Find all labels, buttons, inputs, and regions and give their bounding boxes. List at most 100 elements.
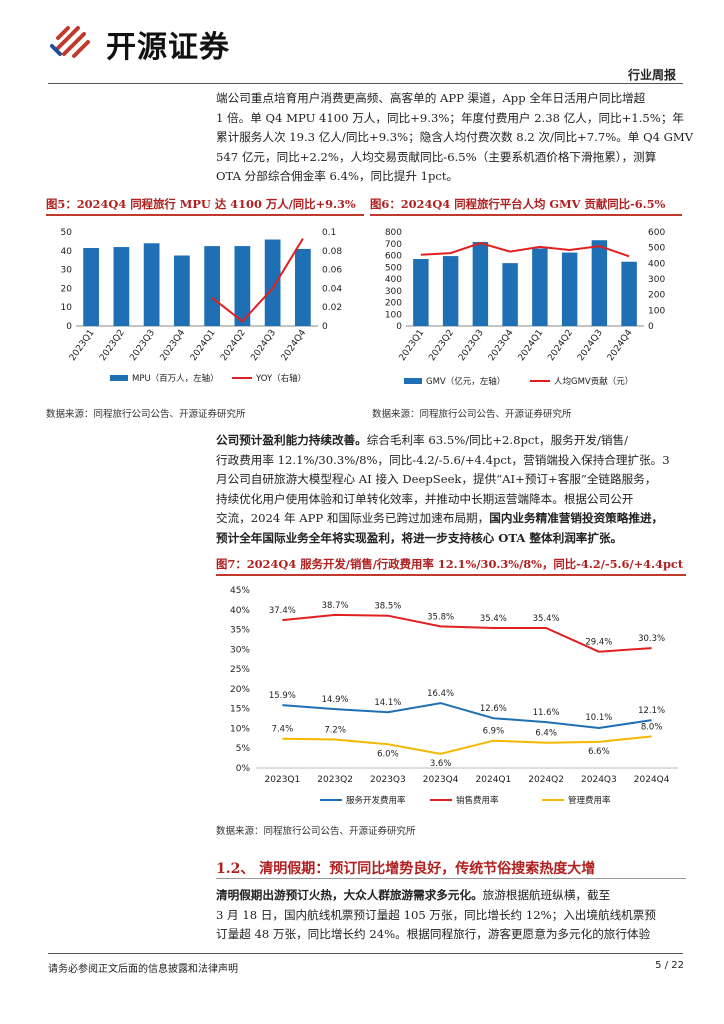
- text-line: OTA 分部综合佣金率 6.4%，同比提升 1pct。: [216, 169, 459, 184]
- legend-label: GMV（亿元，左轴）: [426, 376, 505, 387]
- header-divider: [48, 83, 683, 84]
- left-axis-tick-label: 200: [385, 299, 402, 309]
- fig5-source: 数据来源：同程旅行公司公告、开源证券研究所: [46, 409, 246, 420]
- text-line: 持续优化用户使用体验和订单转化效率，并推动中长期运营端降本。根据公司公开: [216, 491, 634, 506]
- text-run: 旅游根据航班纵横，截至: [482, 888, 611, 902]
- legend-label: MPU（百万人，左轴）: [132, 373, 219, 384]
- data-label: 8.0%: [641, 722, 663, 732]
- y-axis-tick-label: 10%: [230, 724, 250, 734]
- right-axis-tick-label: 400: [648, 259, 665, 269]
- data-label: 12.1%: [638, 706, 665, 716]
- bar-2023Q3: [472, 241, 489, 326]
- bar-2023Q1: [413, 259, 429, 326]
- y-axis-tick-label: 35%: [230, 626, 250, 636]
- data-label: 6.4%: [535, 729, 557, 739]
- x-axis-tick-label: 2023Q3: [370, 775, 406, 785]
- text-bold: 预计全年国际业务全年将实现盈利，将进一步支持核心 OTA 整体利润率扩张。: [216, 530, 623, 545]
- right-axis-tick-label: 0.06: [322, 266, 342, 276]
- data-label: 3.6%: [430, 759, 452, 769]
- series-line-人均GMV贡献（元）: [420, 241, 630, 258]
- text-line: 547 亿元，同比+2.2%，人均交易贡献同比-6.5%（主要系机酒价格下滑拖累…: [216, 149, 657, 164]
- text-line: 订量超 48 万张，同比增长约 24%。根据同程旅行，游客更愿意为多元化的旅行体…: [216, 927, 651, 942]
- series-line-服务开发费用率: [282, 702, 652, 730]
- bar-2024Q4: [621, 261, 637, 326]
- text-line: 累计服务人次 19.3 亿人/同比+9.3%；隐含人均付费次数 8.2 次/同比…: [216, 130, 694, 145]
- data-label: 7.4%: [272, 725, 294, 735]
- legend-label: 销售费用率: [456, 795, 499, 806]
- right-axis-tick-label: 0.1: [322, 228, 336, 238]
- x-axis-tick-label: 2024Q2: [219, 328, 248, 363]
- right-axis-tick-label: 600: [648, 228, 665, 238]
- legend-label: 管理费用率: [568, 795, 611, 806]
- x-axis-tick-label: 2024Q3: [249, 328, 278, 363]
- left-axis-tick-label: 700: [385, 240, 402, 250]
- x-axis-tick-label: 2024Q4: [280, 328, 309, 363]
- data-label: 37.4%: [269, 606, 296, 616]
- y-axis-tick-label: 5%: [236, 744, 251, 754]
- right-axis-tick-label: 100: [648, 306, 665, 316]
- footer-disclaimer: 请务必参阅正文后面的信息披露和法律声明: [48, 964, 238, 975]
- data-label: 38.7%: [322, 601, 349, 611]
- data-label: 16.4%: [427, 689, 454, 699]
- x-axis-tick-label: 2023Q2: [427, 328, 456, 363]
- right-axis-tick-label: 0: [648, 322, 654, 332]
- text-run: 交流，2024 年 APP 和国际业务已跨过加速布局期，: [216, 511, 490, 526]
- left-axis-tick-label: 500: [385, 263, 402, 273]
- left-axis-tick-label: 600: [385, 252, 402, 262]
- bar-2024Q2: [561, 252, 578, 326]
- data-label: 29.4%: [585, 638, 612, 648]
- x-axis-tick-label: 2023Q2: [317, 775, 353, 785]
- x-axis-tick-label: 2023Q3: [128, 328, 157, 363]
- data-label: 6.9%: [483, 727, 505, 737]
- x-axis-tick-label: 2024Q2: [528, 775, 564, 785]
- y-axis-tick-label: 45%: [230, 586, 250, 596]
- fig7-title-rule: [216, 574, 686, 576]
- x-axis-tick-label: 2023Q1: [398, 328, 427, 363]
- right-axis-tick-label: 200: [648, 291, 665, 301]
- data-label: 7.2%: [324, 726, 346, 736]
- x-axis-tick-label: 2024Q1: [476, 775, 512, 785]
- text-line: 端公司重点培育用户消费更高频、高客单的 APP 渠道，App 全年日活用户同比增…: [216, 91, 646, 105]
- y-axis-tick-label: 30%: [230, 645, 250, 655]
- x-axis-tick-label: 2023Q1: [265, 775, 301, 785]
- series-line-管理费用率: [282, 735, 652, 755]
- text-bold: 清明假期出游预订火热，大众人群旅游需求多元化。: [216, 888, 483, 902]
- holiday-paragraph: 清明假期出游预订火热，大众人群旅游需求多元化。旅游根据航班纵横，截至 3 月 1…: [216, 886, 688, 945]
- left-axis-tick-label: 0: [396, 322, 402, 332]
- data-label: 10.1%: [585, 713, 612, 723]
- x-axis-tick-label: 2023Q2: [98, 328, 127, 363]
- left-axis-tick-label: 100: [385, 310, 402, 320]
- data-label: 35.8%: [427, 612, 454, 622]
- legend-label: 服务开发费用率: [346, 795, 406, 806]
- fig6-chart: 0100200300400500600700800010020030040050…: [385, 228, 666, 387]
- right-axis-tick-label: 0: [322, 322, 328, 332]
- x-axis-tick-label: 2024Q3: [581, 775, 617, 785]
- right-axis-tick-label: 0.08: [322, 247, 342, 257]
- section-heading: 1.2、 清明假期：预订同比增势良好，传统节俗搜索热度大增: [216, 861, 596, 877]
- text-line: 清明假期出游预订火热，大众人群旅游需求多元化。旅游根据航班纵横，截至: [216, 886, 688, 906]
- y-axis-tick-label: 20%: [230, 685, 250, 695]
- bar-2024Q1: [204, 246, 220, 326]
- data-label: 35.4%: [480, 614, 507, 624]
- series-line-销售费用率: [282, 613, 652, 653]
- x-axis-tick-label: 2023Q1: [68, 328, 97, 363]
- fig7-title: 图7：2024Q4 服务开发/销售/行政费用率 12.1%/30.3%/8%，同…: [216, 557, 684, 571]
- data-label: 15.9%: [269, 691, 296, 701]
- x-axis-tick-label: 2024Q3: [576, 328, 605, 363]
- series-line-YOY（右轴）: [211, 238, 304, 323]
- section-underline: [216, 878, 686, 879]
- data-label: 11.6%: [533, 708, 560, 718]
- text-line: 3 月 18 日，国内航线机票预订量超 105 万张，同比增长约 12%；入出境…: [216, 907, 656, 922]
- x-axis-tick-label: 2023Q4: [423, 775, 459, 785]
- x-axis-tick-label: 2023Q4: [159, 328, 188, 363]
- bar-2023Q4: [502, 263, 518, 326]
- right-axis-tick-label: 0.04: [322, 284, 342, 294]
- y-axis-tick-label: 40%: [230, 606, 250, 616]
- left-axis-tick-label: 20: [61, 284, 73, 294]
- report-type-tag: 行业周报: [627, 68, 676, 82]
- legend-label: YOY（右轴）: [255, 373, 306, 384]
- data-label: 38.5%: [374, 602, 401, 612]
- text-line: 交流，2024 年 APP 和国际业务已跨过加速布局期，国内业务精准营销投资策略…: [216, 509, 688, 529]
- fig5-title: 图5：2024Q4 同程旅行 MPU 达 4100 万人/同比+9.3%: [46, 197, 356, 211]
- left-axis-tick-label: 800: [385, 228, 402, 238]
